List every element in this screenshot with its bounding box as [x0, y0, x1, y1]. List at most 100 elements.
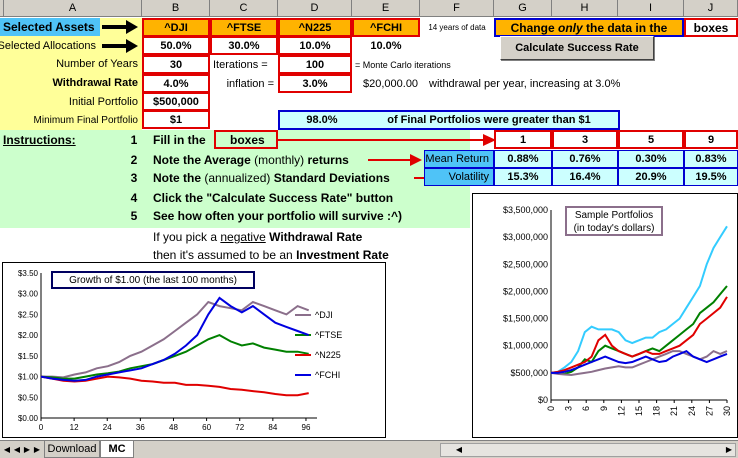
- mean-return-9: 0.83%: [684, 150, 738, 168]
- negative-note-line2-pre: then it's assumed to be an: [153, 248, 293, 262]
- iterations-label: Iterations =: [213, 58, 268, 71]
- allocation-input-n225[interactable]: 10.0%: [278, 36, 352, 55]
- success-rate-value: 98.0%: [306, 114, 338, 126]
- sample-x-tick-label: 18: [652, 406, 662, 416]
- scroll-right-icon[interactable]: ▶: [725, 445, 733, 454]
- sample-x-tick-label: 9: [599, 406, 609, 411]
- sample-y-tick-label: $3,500,000: [503, 205, 548, 215]
- col-header-g[interactable]: G: [494, 0, 552, 17]
- instruction-number-3: 3: [130, 171, 138, 185]
- mean-return-1: 0.88%: [494, 150, 552, 168]
- col-header-e[interactable]: E: [352, 0, 420, 17]
- col-header-j[interactable]: J: [684, 0, 738, 17]
- corner-header[interactable]: [0, 0, 4, 17]
- sample-y-tick-label: $1,500,000: [503, 314, 548, 324]
- col-header-c[interactable]: C: [210, 0, 278, 17]
- growth-y-tick-label: $2.50: [18, 310, 39, 319]
- instruction-2-norm: (monthly): [254, 153, 305, 167]
- growth-y-tick-label: $1.50: [18, 352, 39, 361]
- asset-cell-fchi[interactable]: ^FCHI: [352, 18, 420, 37]
- mean-return-label: Mean Return: [424, 150, 494, 168]
- negative-note-line2: then it's assumed to be an Investment Ra…: [150, 246, 450, 264]
- sample-x-tick-label: 15: [634, 406, 644, 416]
- allocation-input-dji[interactable]: 50.0%: [142, 36, 210, 55]
- inflation-input[interactable]: 3.0%: [278, 74, 352, 93]
- growth-chart-svg: $0.00 $0.50 $1.00 $1.50 $2.00 $2.50 $3.00 $3.50…: [18, 269, 342, 432]
- arrow-mean-return: [368, 154, 424, 166]
- growth-x-tick-label: 24: [103, 423, 112, 432]
- col-header-f[interactable]: F: [420, 0, 494, 17]
- success-rate-box: [278, 110, 620, 130]
- sample-series-line: [550, 296, 728, 374]
- arrow-icon: [100, 20, 140, 34]
- calculate-success-rate-button[interactable]: Calculate Success Rate: [500, 36, 654, 60]
- arrow-line-1: [278, 134, 498, 146]
- negative-note-line1: If you pick a negative Withdrawal Rate: [150, 228, 450, 246]
- legend-label: ^DJI: [315, 310, 333, 320]
- sample-chart-title-line2: (in today's dollars): [573, 223, 655, 234]
- monte-carlo-note: = Monte Carlo iterations: [355, 59, 451, 70]
- growth-chart[interactable]: $0.00 $0.50 $1.00 $1.50 $2.00 $2.50 $3.00 $3.50…: [2, 262, 386, 438]
- number-of-years-label: Number of Years: [56, 58, 138, 70]
- sheet-tab-bar: ◀ ◀ ▶ ▶ Download MC ◀ ▶: [0, 440, 738, 458]
- tab-scroll-first-icon[interactable]: ◀: [3, 445, 11, 454]
- tab-scroll-last-icon[interactable]: ▶: [33, 445, 41, 454]
- boxes-label: boxes: [684, 18, 738, 37]
- withdrawal-rate-input[interactable]: 4.0%: [142, 74, 210, 93]
- volatility-9: 19.5%: [684, 168, 738, 186]
- instructions-heading: Instructions:: [3, 133, 76, 147]
- volatility-5: 20.9%: [618, 168, 684, 186]
- initial-portfolio-label: Initial Portfolio: [68, 96, 138, 108]
- asset-cell-dji[interactable]: ^DJI: [142, 18, 210, 37]
- sample-portfolios-chart[interactable]: $0 $500,000 $1,000,000 $1,500,000 $2,000,000…: [472, 193, 738, 438]
- growth-y-tick-label: $0.00: [18, 414, 39, 423]
- sample-x-tick-label: 30: [722, 406, 732, 416]
- negative-note-line2-bold: Investment Rate: [296, 248, 389, 262]
- mean-return-5: 0.30%: [618, 150, 684, 168]
- tab-scroll-next-icon[interactable]: ▶: [23, 445, 31, 454]
- negative-note-underlined: negative: [220, 230, 266, 244]
- min-final-portfolio-label: Minimum Final Portfolio: [33, 114, 138, 126]
- instruction-text-4: Click the "Calculate Success Rate" butto…: [153, 191, 394, 205]
- number-of-years-input[interactable]: 30: [142, 55, 210, 74]
- sample-y-tick-label: $2,000,000: [503, 286, 548, 296]
- asset-cell-n225[interactable]: ^N225: [278, 18, 352, 37]
- asset-cell-ftse[interactable]: ^FTSE: [210, 18, 278, 37]
- negative-note-pre: If you pick a: [153, 230, 218, 244]
- mean-return-3: 0.76%: [552, 150, 618, 168]
- volatility-1: 15.3%: [494, 168, 552, 186]
- sample-chart-title: Sample Portfolios (in today's dollars): [565, 206, 663, 236]
- growth-chart-title: Growth of $1.00 (the last 100 months): [51, 271, 255, 289]
- change-only-post: the data in the: [586, 20, 668, 35]
- instruction-3-norm: (annualized): [204, 171, 271, 185]
- inflation-label: inflation =: [226, 77, 274, 90]
- min-final-portfolio-input[interactable]: $1: [142, 110, 210, 129]
- growth-y-tick-label: $1.00: [18, 373, 39, 382]
- sample-series-line: [550, 225, 728, 374]
- horizontal-scrollbar[interactable]: [440, 443, 736, 457]
- col-header-b[interactable]: B: [142, 0, 210, 17]
- sample-y-tick-label: $2,500,000: [503, 259, 548, 269]
- col-header-d[interactable]: D: [278, 0, 352, 17]
- col-header-h[interactable]: H: [552, 0, 618, 17]
- success-rate-text: of Final Portfolios were greater than $1: [387, 114, 591, 126]
- change-only-pre: Change: [510, 20, 555, 35]
- sample-x-tick-label: 0: [546, 406, 556, 411]
- instruction-number-4: 4: [130, 191, 138, 205]
- initial-portfolio-input[interactable]: $500,000: [142, 92, 210, 111]
- tab-mc[interactable]: MC: [100, 441, 134, 458]
- withdrawal-rate-label: Withdrawal Rate: [52, 77, 138, 89]
- growth-x-tick-label: 84: [268, 423, 277, 432]
- instruction-number-5: 5: [130, 209, 138, 223]
- col-header-a[interactable]: A: [4, 0, 142, 17]
- selected-allocations-label: Selected Allocations: [0, 40, 96, 52]
- iterations-input[interactable]: 100: [278, 55, 352, 74]
- tab-download[interactable]: Download: [44, 441, 100, 458]
- tab-scroll-prev-icon[interactable]: ◀: [13, 445, 21, 454]
- scroll-left-icon[interactable]: ◀: [455, 445, 463, 454]
- col-header-i[interactable]: I: [618, 0, 684, 17]
- growth-x-tick-label: 36: [136, 423, 145, 432]
- withdrawal-text: withdrawal per year, increasing at 3.0%: [429, 77, 621, 90]
- allocation-input-ftse[interactable]: 30.0%: [210, 36, 278, 55]
- instruction-number-2: 2: [130, 153, 138, 167]
